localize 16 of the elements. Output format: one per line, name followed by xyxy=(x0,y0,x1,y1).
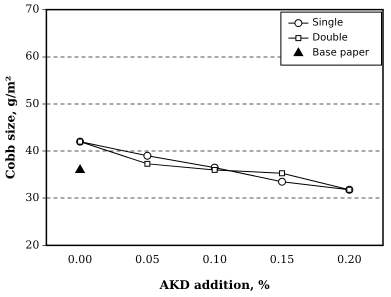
x-tick-label: 0.20 xyxy=(337,252,362,266)
legend-label: Double xyxy=(312,32,348,44)
x-tick-label: 0.00 xyxy=(68,252,92,266)
y-axis-title: Cobb size, g/m² xyxy=(3,76,18,180)
y-tick-label: 70 xyxy=(25,2,40,16)
legend-label: Base paper xyxy=(312,48,370,59)
x-tick-label: 0.10 xyxy=(202,252,227,266)
y-tick-label: 50 xyxy=(25,96,40,110)
x-tick-label: 0.05 xyxy=(135,252,160,266)
y-tick-label: 40 xyxy=(25,144,40,157)
y-tick-label: 20 xyxy=(25,238,40,252)
legend-label: Single xyxy=(312,18,344,29)
y-tick-label: 60 xyxy=(25,50,40,63)
x-axis-title: AKD addition, % xyxy=(158,278,270,292)
x-tick-label: 0.15 xyxy=(270,252,294,266)
y-tick-label: 30 xyxy=(25,191,40,204)
